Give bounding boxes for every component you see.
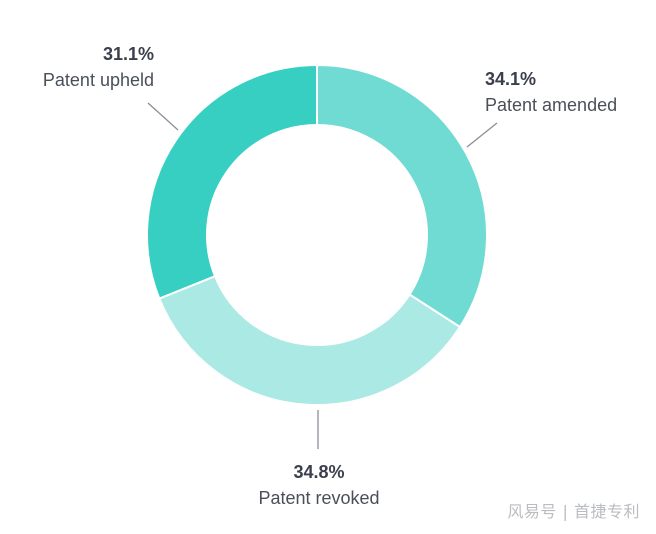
value-label-patent-amended: 34.1% <box>485 69 536 89</box>
label-group-patent-amended: 34.1% Patent amended <box>485 69 617 115</box>
slice-patent-upheld <box>146 63 318 300</box>
leader-line-patent-amended <box>466 122 498 148</box>
label-group-patent-upheld: 31.1% Patent upheld <box>43 44 154 90</box>
category-label-patent-upheld: Patent upheld <box>43 70 154 90</box>
leader-line-patent-upheld <box>147 102 179 131</box>
slice-patent-revoked <box>158 274 462 407</box>
donut-slices <box>146 63 488 407</box>
slice-patent-amended <box>316 63 488 329</box>
category-label-patent-revoked: Patent revoked <box>258 488 379 508</box>
value-label-patent-upheld: 31.1% <box>103 44 154 64</box>
watermark: 风易号 | 首捷专利 <box>507 502 640 521</box>
value-label-patent-revoked: 34.8% <box>293 462 344 482</box>
leader-lines <box>147 102 498 449</box>
label-group-patent-revoked: 34.8% Patent revoked <box>258 462 379 508</box>
category-label-patent-amended: Patent amended <box>485 95 617 115</box>
